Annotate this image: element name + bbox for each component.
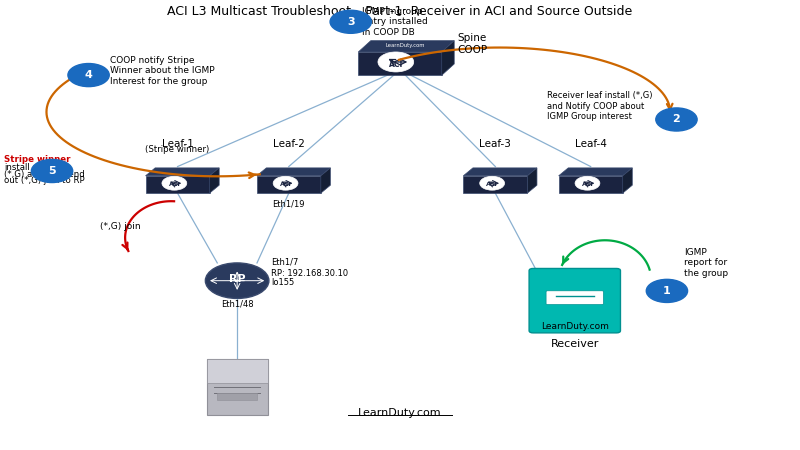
Polygon shape: [358, 40, 454, 52]
Polygon shape: [146, 168, 219, 176]
Circle shape: [68, 63, 110, 86]
Circle shape: [480, 176, 505, 190]
Text: (*,G) and PIM send: (*,G) and PIM send: [4, 170, 85, 179]
Polygon shape: [442, 40, 454, 75]
Text: 5: 5: [48, 166, 56, 176]
Polygon shape: [210, 168, 219, 193]
Circle shape: [162, 176, 186, 190]
Text: COOP notify Stripe
Winner about the IGMP
Interest for the group: COOP notify Stripe Winner about the IGMP…: [110, 56, 214, 86]
Text: install: install: [4, 163, 30, 172]
Text: Stripe winner: Stripe winner: [4, 155, 71, 164]
Text: (*,G) join: (*,G) join: [100, 221, 141, 230]
Polygon shape: [527, 168, 537, 193]
Circle shape: [31, 159, 73, 183]
Circle shape: [656, 108, 697, 131]
Text: ACI: ACI: [486, 183, 498, 188]
Text: 2: 2: [673, 114, 680, 125]
Text: Eth1/48: Eth1/48: [221, 300, 254, 309]
Text: RP: 192.168.30.10: RP: 192.168.30.10: [271, 269, 349, 278]
Circle shape: [646, 279, 687, 302]
FancyBboxPatch shape: [529, 269, 621, 333]
Polygon shape: [463, 168, 537, 176]
Text: Receiver: Receiver: [550, 339, 599, 349]
Text: Leaf-3: Leaf-3: [479, 139, 511, 149]
Polygon shape: [358, 52, 442, 75]
Text: LearnDuty.com: LearnDuty.com: [541, 322, 609, 331]
FancyBboxPatch shape: [206, 359, 268, 383]
Circle shape: [575, 176, 600, 190]
FancyBboxPatch shape: [546, 291, 603, 305]
Text: Eth1/19: Eth1/19: [273, 199, 305, 208]
Text: ACI L3 Multicast Troubleshoot – Part-1: Receiver in ACI and Source Outside: ACI L3 Multicast Troubleshoot – Part-1: …: [167, 5, 633, 18]
FancyBboxPatch shape: [206, 359, 268, 415]
Text: 4: 4: [85, 70, 93, 80]
Circle shape: [206, 263, 269, 298]
Polygon shape: [257, 168, 330, 176]
Text: IGMP
report for
the group: IGMP report for the group: [685, 248, 729, 278]
Polygon shape: [558, 176, 622, 193]
Circle shape: [378, 52, 414, 72]
Text: Eth1/7: Eth1/7: [271, 257, 298, 266]
Polygon shape: [463, 176, 527, 193]
Text: ACI: ACI: [280, 183, 291, 188]
Text: 1: 1: [663, 286, 671, 296]
Text: LearnDuty.com: LearnDuty.com: [358, 408, 442, 418]
Text: 3: 3: [347, 17, 354, 27]
Text: (Stripe winner): (Stripe winner): [146, 145, 210, 154]
Polygon shape: [146, 176, 210, 193]
Text: Receiver leaf install (*,G)
and Notify COOP about
IGMP Group interest: Receiver leaf install (*,G) and Notify C…: [547, 91, 653, 121]
Text: ACI: ACI: [389, 60, 403, 69]
Text: ACI: ACI: [582, 183, 594, 188]
Circle shape: [330, 10, 371, 33]
Text: Leaf-2: Leaf-2: [273, 139, 305, 149]
Text: Leaf-1: Leaf-1: [162, 139, 194, 149]
Polygon shape: [257, 176, 321, 193]
Text: RP: RP: [229, 274, 246, 284]
Text: out (*,G) join to RP: out (*,G) join to RP: [4, 176, 85, 185]
Polygon shape: [321, 168, 330, 193]
Polygon shape: [558, 168, 632, 176]
FancyBboxPatch shape: [218, 393, 257, 400]
Text: Spine
COOP: Spine COOP: [458, 33, 487, 55]
Polygon shape: [622, 168, 632, 193]
Text: LearnDuty.com: LearnDuty.com: [386, 43, 425, 48]
Text: Leaf-4: Leaf-4: [574, 139, 606, 149]
Text: IGMP mgroup
entry installed
in COOP DB: IGMP mgroup entry installed in COOP DB: [362, 7, 428, 37]
Circle shape: [273, 176, 298, 190]
Text: lo155: lo155: [271, 278, 294, 287]
Text: ACI: ACI: [169, 183, 180, 188]
